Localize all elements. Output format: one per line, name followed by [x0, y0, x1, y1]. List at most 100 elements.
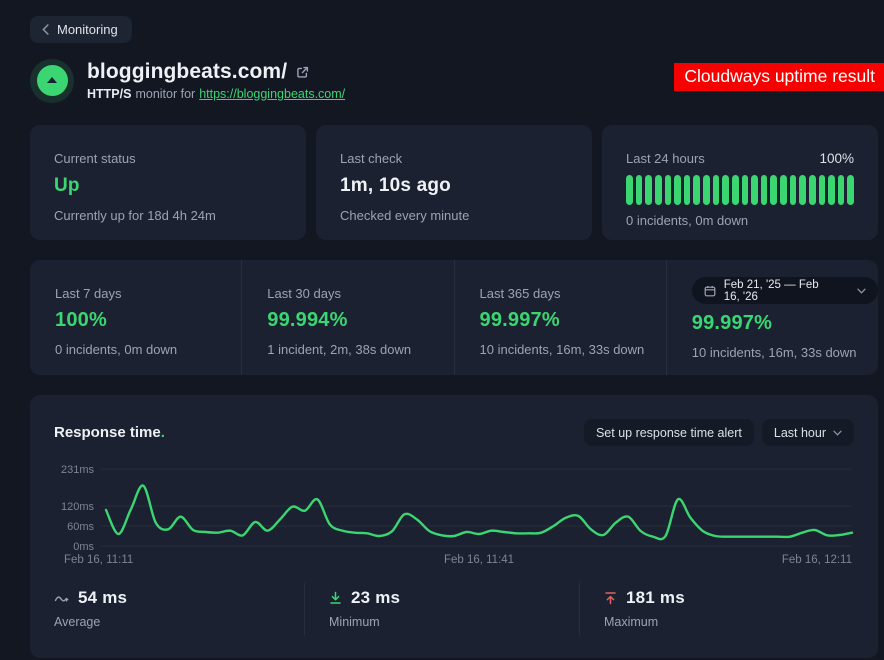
uptime-bar: [789, 175, 797, 205]
stat-average: 54 ms Average: [54, 583, 304, 635]
uptime-bar: [741, 175, 749, 205]
current-status-detail: Currently up for 18d 4h 24m: [54, 208, 216, 223]
uptime-bar: [760, 175, 768, 205]
uptime-periods-card: Last 7 days 100% 0 incidents, 0m down La…: [30, 260, 878, 375]
stat-maximum: 181 ms Maximum: [579, 583, 854, 635]
back-to-monitoring-button[interactable]: Monitoring: [30, 16, 132, 43]
uptime-bar: [847, 175, 854, 205]
setup-response-alert-button[interactable]: Set up response time alert: [583, 419, 754, 446]
svg-text:Feb 16, 11:41: Feb 16, 11:41: [444, 554, 514, 566]
minimum-icon: [329, 591, 342, 605]
uptime-bar: [635, 175, 643, 205]
monitor-type-label: HTTP/S: [87, 87, 132, 101]
uptime-bar: [780, 175, 787, 205]
period-custom-range: Feb 21, '25 — Feb 16, '26 99.997% 10 inc…: [665, 260, 878, 375]
uptime-bar: [808, 175, 816, 205]
uptime-bars[interactable]: [626, 175, 854, 205]
last-check-card: Last check 1m, 10s ago Checked every min…: [316, 125, 592, 240]
stat-minimum: 23 ms Minimum: [304, 583, 579, 635]
uptime-bar: [770, 175, 777, 205]
stat-label: Average: [54, 615, 101, 629]
current-status-label: Current status: [54, 151, 136, 166]
svg-text:60ms: 60ms: [67, 521, 94, 533]
svg-text:Feb 16, 12:11: Feb 16, 12:11: [782, 554, 852, 566]
uptime-bar: [674, 175, 681, 205]
period-value: 99.994%: [267, 309, 348, 331]
average-icon: [54, 591, 69, 605]
period-label: Last 7 days: [55, 286, 122, 301]
back-button-label: Monitoring: [57, 22, 118, 37]
monitor-subtitle: HTTP/S monitor for https://bloggingbeats…: [87, 87, 345, 101]
period-detail: 1 incident, 2m, 38s down: [267, 342, 412, 357]
period-last-365-days: Last 365 days 99.997% 10 incidents, 16m,…: [453, 260, 666, 375]
period-detail: 0 incidents, 0m down: [55, 342, 178, 357]
stat-value: 181 ms: [626, 588, 685, 607]
annotation-cloudways-uptime-result: Cloudways uptime result: [674, 63, 884, 91]
chevron-down-icon: [833, 430, 842, 436]
uptime-bar: [712, 175, 720, 205]
period-label: Last 365 days: [479, 286, 561, 301]
stat-value: 23 ms: [351, 588, 401, 607]
last-check-detail: Checked every minute: [340, 208, 470, 223]
chevron-left-icon: [42, 24, 49, 35]
period-detail: 10 incidents, 16m, 33s down: [691, 345, 857, 360]
uptime-bar: [837, 175, 845, 205]
uptime-bar: [828, 175, 835, 205]
status-up-icon: [30, 58, 74, 103]
page-title: bloggingbeats.com/: [87, 60, 288, 83]
time-range-label: Last hour: [773, 425, 826, 440]
chart-area: 0ms 60ms 120ms 231ms Feb 16, 11:11 Feb 16, 11…: [54, 455, 854, 570]
period-value: 100%: [55, 309, 107, 331]
alert-button-label: Set up response time alert: [595, 425, 742, 440]
uptime-bar: [722, 175, 729, 205]
uptime-bar: [799, 175, 806, 205]
uptime-bar: [703, 175, 710, 205]
uptime-bar: [818, 175, 826, 205]
current-status-card: Current status Up Currently up for 18d 4…: [30, 125, 306, 240]
svg-text:120ms: 120ms: [61, 501, 95, 513]
subtitle-text: monitor for: [135, 87, 196, 101]
response-time-title: Response time.: [54, 424, 165, 441]
uptime-bar: [645, 175, 652, 205]
uptime-bar: [731, 175, 739, 205]
response-time-chart[interactable]: 0ms 60ms 120ms 231ms Feb 16, 11:11 Feb 16, 11…: [54, 455, 854, 570]
external-link-icon[interactable]: [296, 66, 309, 79]
last-check-value: 1m, 10s ago: [340, 175, 451, 196]
svg-text:231ms: 231ms: [61, 464, 95, 476]
last-24-hours-card: Last 24 hours 100% 0 incidents, 0m down: [602, 125, 878, 240]
date-range-label: Feb 21, '25 — Feb 16, '26: [723, 278, 819, 303]
period-value: 99.997%: [691, 312, 773, 334]
response-time-stats: 54 ms Average 23 ms Minimum: [54, 583, 854, 635]
uptime-bar: [683, 175, 691, 205]
stat-value: 54 ms: [78, 588, 128, 607]
last-24-hours-label: Last 24 hours: [626, 151, 705, 166]
stat-label: Maximum: [604, 615, 659, 629]
monitor-header: bloggingbeats.com/ HTTP/S monitor for ht…: [30, 58, 878, 103]
status-cards-row: Current status Up Currently up for 18d 4…: [30, 125, 878, 240]
period-detail: 10 incidents, 16m, 33s down: [479, 342, 645, 357]
last-24-hours-percent: 100%: [819, 151, 854, 166]
uptime-bar: [664, 175, 672, 205]
last-check-label: Last check: [340, 151, 403, 166]
uptime-bar: [654, 175, 662, 205]
response-time-card: Response time. Set up response time aler…: [30, 395, 878, 658]
uptime-bar: [626, 175, 633, 205]
uptime-bar: [693, 175, 700, 205]
last-24-hours-detail: 0 incidents, 0m down: [626, 213, 749, 228]
period-label: Last 30 days: [267, 286, 341, 301]
period-value: 99.997%: [479, 309, 560, 331]
time-range-dropdown[interactable]: Last hour: [761, 419, 854, 446]
chevron-down-icon: [857, 288, 866, 294]
period-last-30-days: Last 30 days 99.994% 1 incident, 2m, 38s…: [241, 260, 453, 375]
uptime-bar: [751, 175, 758, 205]
current-status-value: Up: [54, 175, 80, 196]
monitor-url-link[interactable]: https://bloggingbeats.com/: [199, 87, 346, 101]
stat-label: Minimum: [329, 615, 380, 629]
period-last-7-days: Last 7 days 100% 0 incidents, 0m down: [30, 260, 241, 375]
svg-text:0ms: 0ms: [73, 541, 94, 553]
date-range-picker[interactable]: Feb 21, '25 — Feb 16, '26: [691, 277, 878, 304]
calendar-icon: [704, 285, 716, 297]
maximum-icon: [604, 591, 617, 605]
svg-text:Feb 16, 11:11: Feb 16, 11:11: [64, 554, 133, 566]
